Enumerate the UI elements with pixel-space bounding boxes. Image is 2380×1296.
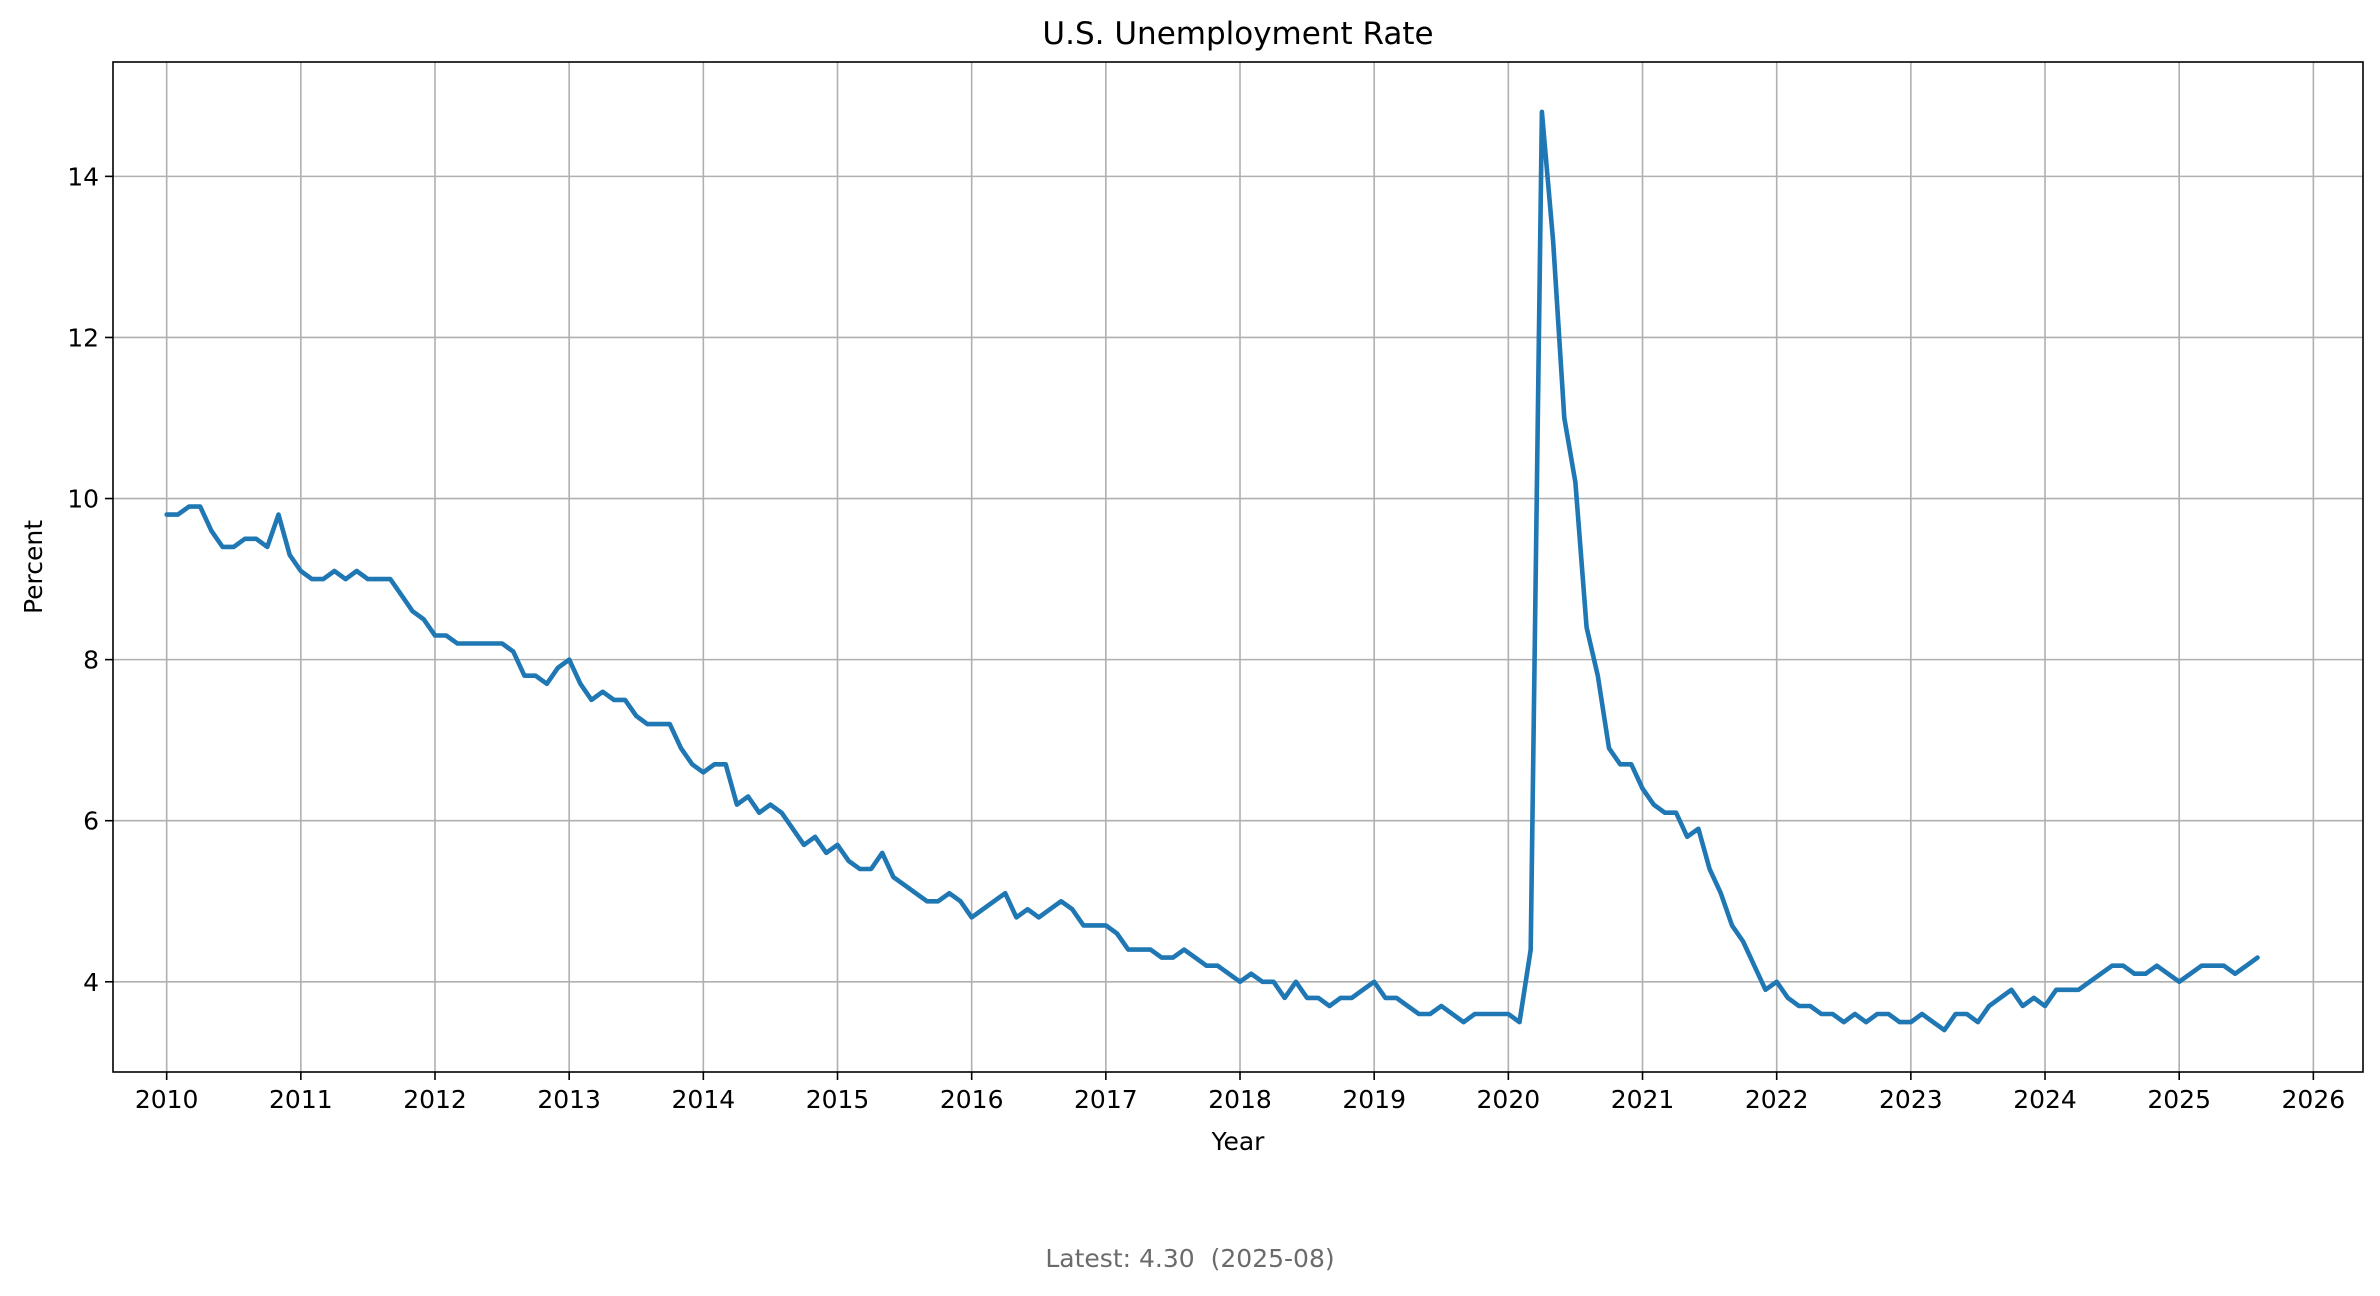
y-tick-label: 8 — [83, 646, 99, 675]
x-tick-label: 2025 — [2147, 1085, 2211, 1114]
x-tick-label: 2021 — [1611, 1085, 1675, 1114]
x-tick-label: 2014 — [672, 1085, 736, 1114]
y-axis-label: Percent — [19, 520, 48, 614]
x-tick-label: 2015 — [806, 1085, 870, 1114]
y-tick-label: 14 — [67, 162, 99, 191]
plot-frame — [112, 61, 2364, 1073]
x-tick-label: 2024 — [2013, 1085, 2077, 1114]
x-tick-label: 2020 — [1477, 1085, 1541, 1114]
grid-lines — [113, 62, 2363, 1072]
x-tick-label: 2010 — [135, 1085, 199, 1114]
y-tick-label: 4 — [83, 968, 99, 997]
axis-ticks: 2010 2011 2012 2013 2014 2015 2016 2017 2018 2019… — [67, 162, 2345, 1114]
x-tick-label: 2022 — [1745, 1085, 1809, 1114]
y-tick-label: 6 — [83, 807, 99, 836]
x-tick-label: 2023 — [1879, 1085, 1943, 1114]
chart-title: U.S. Unemployment Rate — [1042, 16, 1433, 52]
latest-date: (2025-08) — [1210, 1244, 1335, 1273]
x-axis-label: Year — [1211, 1127, 1266, 1156]
x-tick-label: 2016 — [940, 1085, 1004, 1114]
y-tick-label: 10 — [67, 485, 99, 514]
x-tick-label: 2012 — [403, 1085, 467, 1114]
x-tick-label: 2011 — [269, 1085, 333, 1114]
x-tick-label: 2026 — [2282, 1085, 2346, 1114]
y-tick-label: 12 — [67, 323, 99, 352]
x-tick-label: 2019 — [1342, 1085, 1406, 1114]
latest-value: 4.30 — [1139, 1244, 1195, 1273]
unemployment-rate-line — [164, 109, 2260, 1033]
x-tick-label: 2017 — [1074, 1085, 1138, 1114]
latest-value-note: Latest: 4.30 (2025-08) — [0, 1244, 2380, 1273]
x-tick-label: 2013 — [537, 1085, 601, 1114]
x-tick-label: 2018 — [1208, 1085, 1272, 1114]
latest-label: Latest: — [1045, 1244, 1132, 1273]
